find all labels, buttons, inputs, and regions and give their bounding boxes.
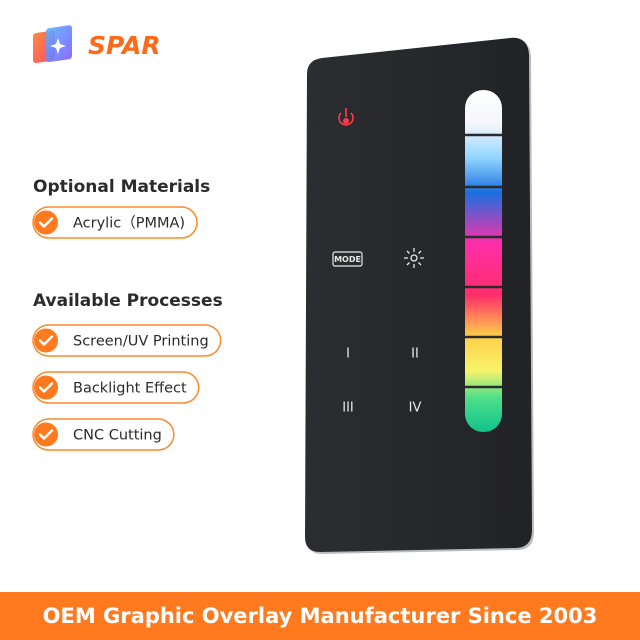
check-circle xyxy=(34,210,58,235)
button-label: IV xyxy=(409,401,422,416)
check-icon xyxy=(38,217,54,228)
button-label: II xyxy=(411,347,419,362)
pill-border xyxy=(32,418,175,451)
mode-label: MODE xyxy=(334,255,361,264)
brightness-icon xyxy=(404,248,424,268)
pill: CNC Cutting xyxy=(32,418,175,451)
remote: MODE I II III IV xyxy=(305,37,534,555)
power-icon xyxy=(338,108,354,126)
check-icon xyxy=(38,335,54,346)
brand: SPAR xyxy=(88,31,161,60)
pill: Backlight Effect xyxy=(32,371,200,404)
mode-box xyxy=(332,251,363,267)
check-icon xyxy=(38,382,54,393)
pill-text: Backlight Effect xyxy=(73,381,187,397)
footer-band xyxy=(0,592,640,640)
light-bar xyxy=(465,90,502,432)
pills: Acrylic（PMMA) Screen/UV Printing Backlight… xyxy=(32,206,222,451)
check-circle xyxy=(34,375,58,400)
footer: OEM Graphic Overlay Manufacturer Since 2… xyxy=(43,604,598,628)
section-title: Available Processes xyxy=(33,291,223,311)
button-label: I xyxy=(346,347,350,362)
pill-border xyxy=(32,206,198,239)
pill: Acrylic（PMMA) xyxy=(32,206,198,239)
check-circle xyxy=(34,422,58,447)
check-circle xyxy=(34,328,58,353)
pill-text: CNC Cutting xyxy=(73,428,162,444)
pill-text: Screen/UV Printing xyxy=(73,334,209,350)
pill-border xyxy=(32,324,222,357)
pill-border xyxy=(32,371,200,404)
logo xyxy=(33,25,72,63)
section-title: Optional Materials xyxy=(33,177,210,197)
pill: Screen/UV Printing xyxy=(32,324,222,357)
pill-text: Acrylic（PMMA) xyxy=(73,215,185,232)
check-icon xyxy=(38,429,54,440)
button-label: III xyxy=(342,401,354,416)
